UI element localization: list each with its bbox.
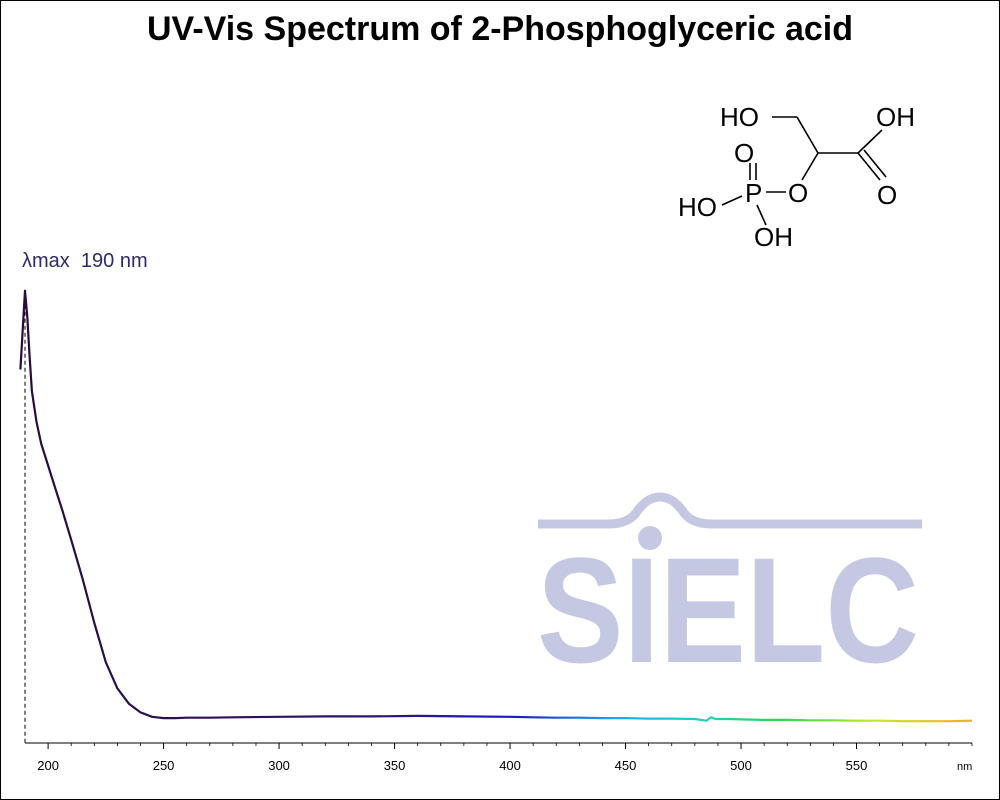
lambda-max-label: λmax 190 nm: [22, 250, 148, 272]
chem-label-o-ester: O: [788, 178, 808, 208]
x-tick-label: 550: [846, 758, 868, 773]
chem-label-ho-left: HO: [678, 192, 717, 222]
watermark-arc: [538, 492, 922, 529]
chem-label-o-phosphoryl: O: [734, 138, 754, 168]
x-tick-label: 350: [384, 758, 406, 773]
chart-title: UV-Vis Spectrum of 2-Phosphoglyceric aci…: [146, 10, 853, 48]
sielc-watermark: SIELC: [537, 492, 922, 694]
chem-label-oh-bottom: OH: [754, 222, 793, 252]
watermark-dot: [638, 526, 662, 550]
x-axis-unit: nm: [957, 761, 972, 773]
watermark-text: SIELC: [537, 526, 919, 694]
x-tick-label: 200: [37, 758, 59, 773]
x-tick-label: 400: [499, 758, 521, 773]
x-tick-label: 500: [730, 758, 752, 773]
x-tick-label: 450: [615, 758, 637, 773]
chemical-structure: HO OH O O P O HO OH: [678, 102, 915, 252]
chem-label-phosphorus: P: [745, 178, 762, 208]
x-axis-ticks: 200 250 300 350 400 450 500 550: [37, 743, 973, 773]
chem-label-ho-top: HO: [720, 102, 759, 132]
chem-label-o-carbonyl: O: [877, 180, 897, 210]
x-tick-label: 250: [153, 758, 175, 773]
x-tick-label: 300: [268, 758, 290, 773]
chem-label-oh-acid: OH: [876, 102, 915, 132]
spectrum-series-line: [19, 289, 973, 723]
